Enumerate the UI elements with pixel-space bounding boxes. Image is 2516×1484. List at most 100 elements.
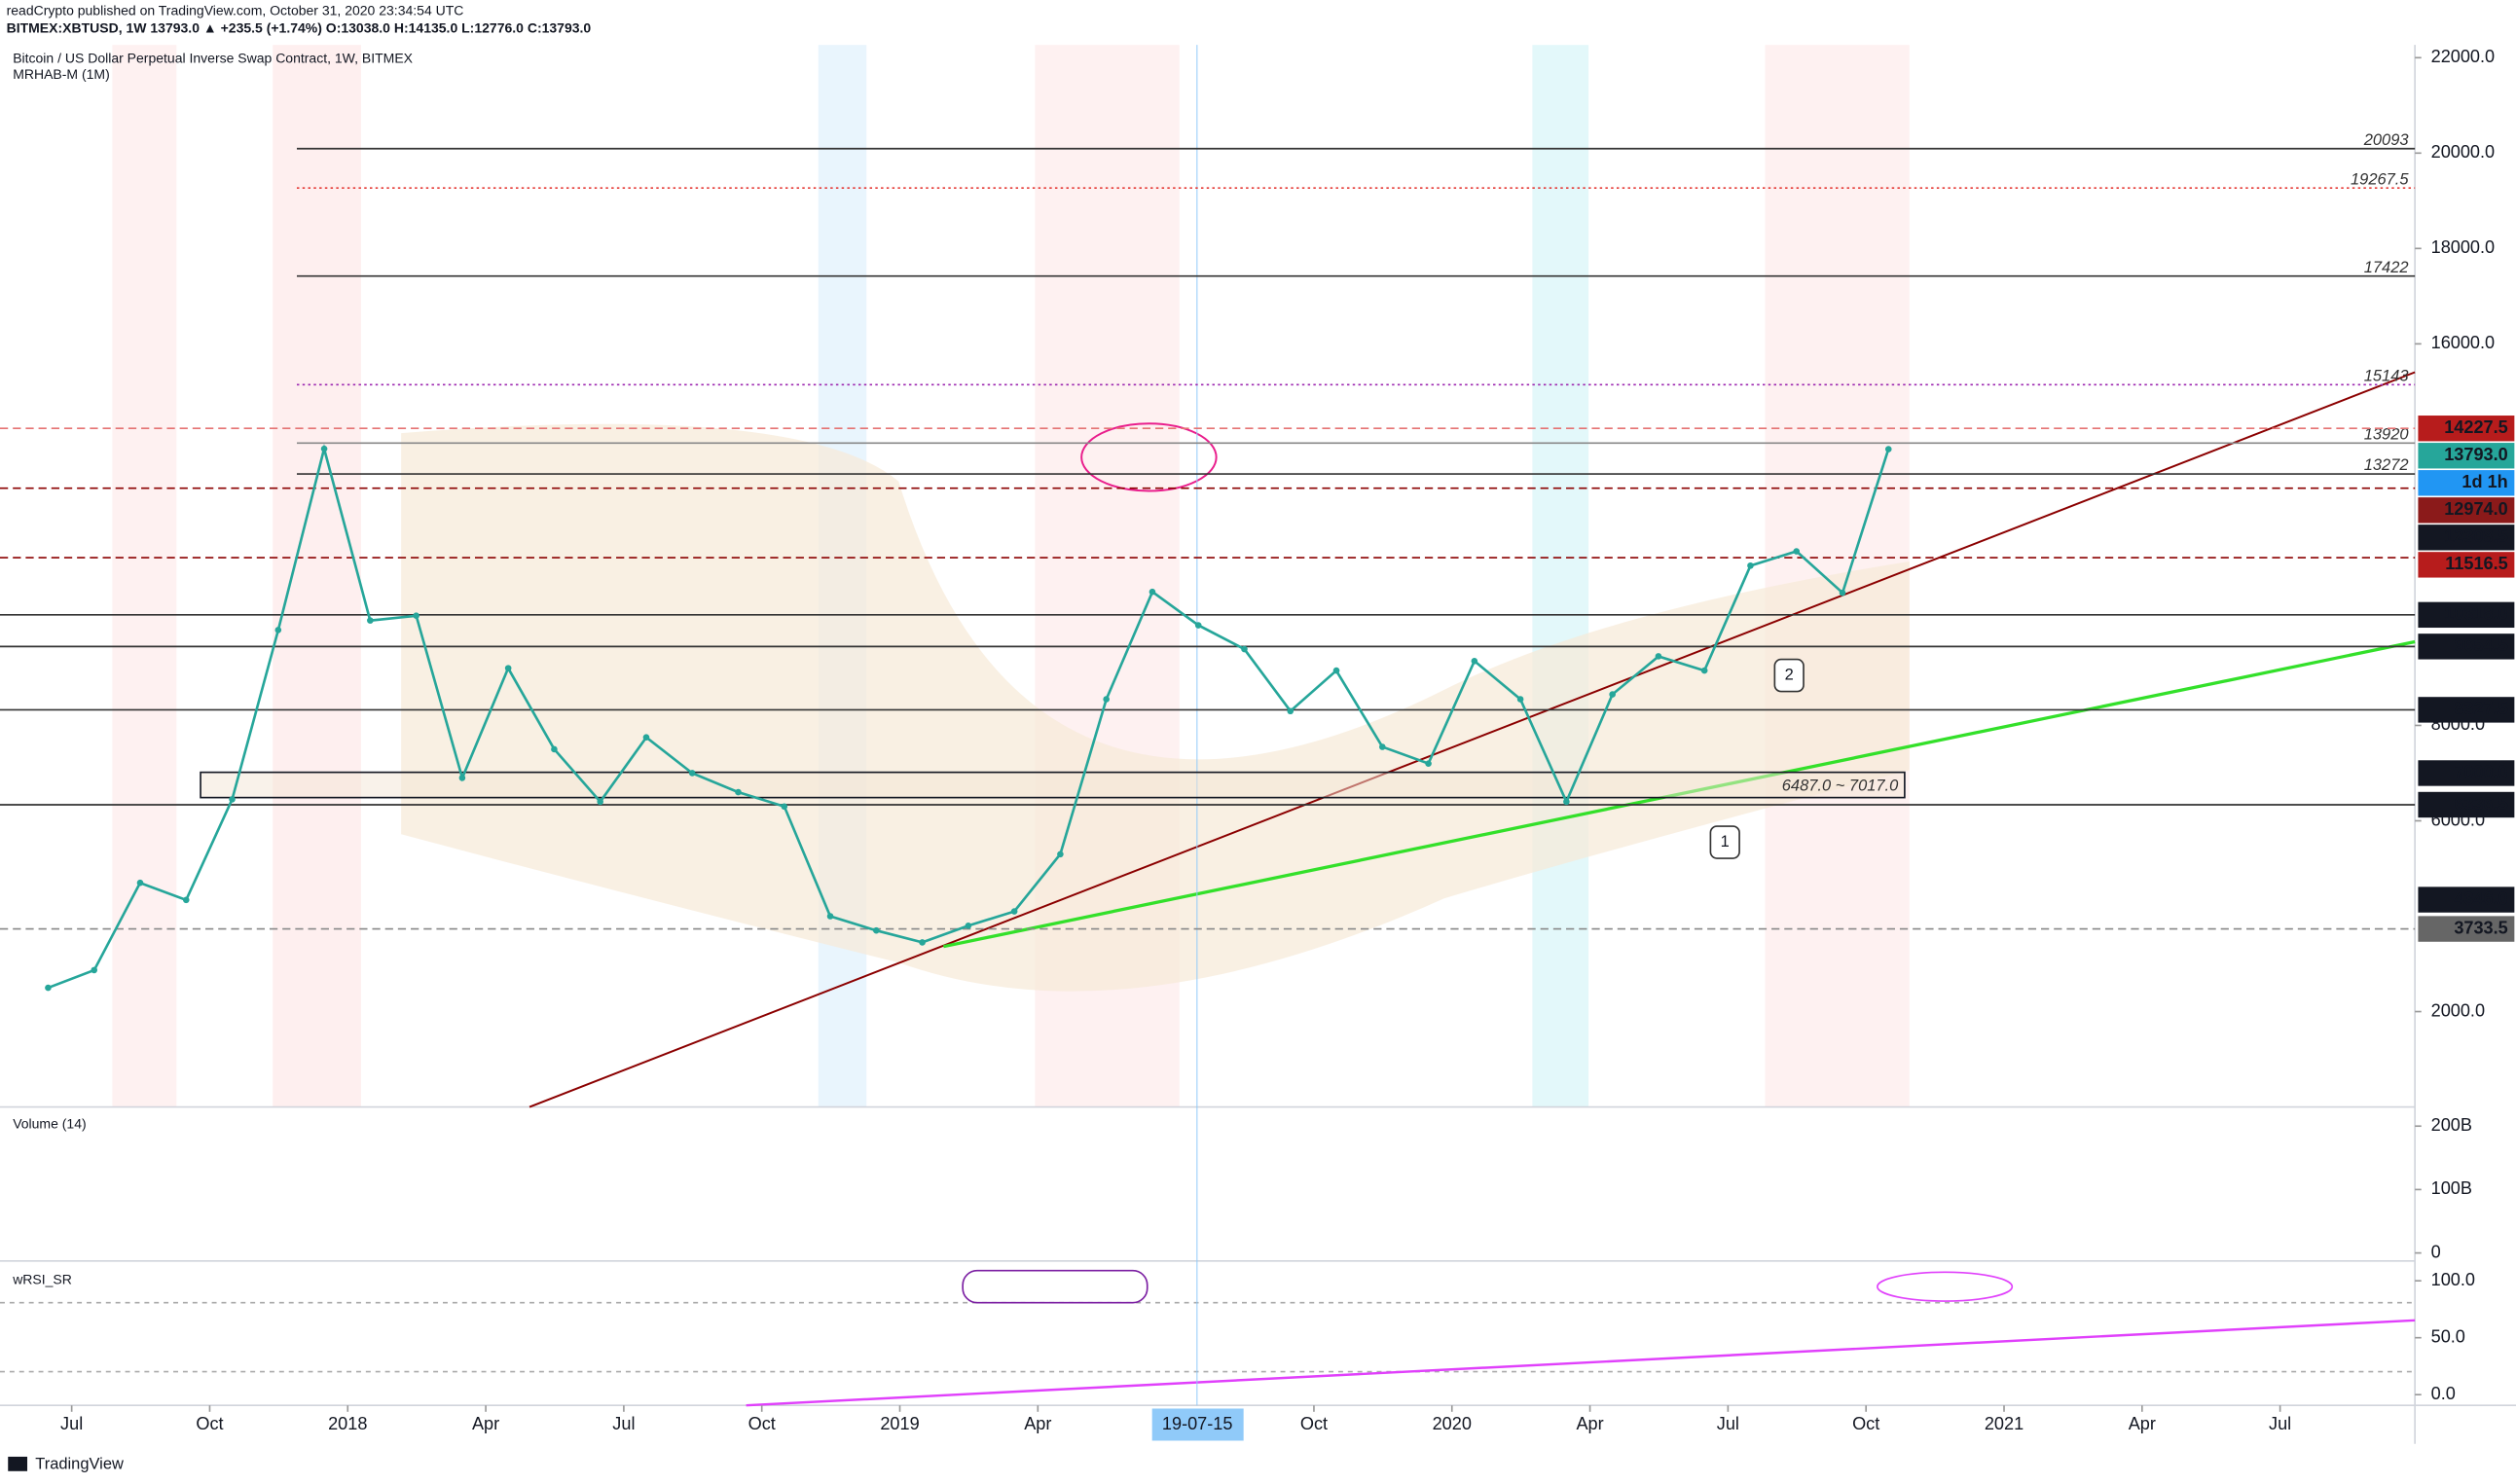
price-point	[1516, 696, 1524, 703]
level-label: 20093	[2363, 131, 2410, 149]
price-badge-label: 7000.0	[2454, 762, 2507, 781]
price-badge-label: 4346.0	[2454, 888, 2507, 908]
price-point	[781, 803, 788, 811]
pane-tick-label: 100B	[2431, 1178, 2472, 1198]
x-tick-label: Oct	[196, 1414, 223, 1433]
price-badge	[2418, 760, 2515, 786]
price-badge	[2418, 697, 2515, 723]
price-badge	[2418, 552, 2515, 578]
annotation-box	[1773, 658, 1805, 693]
price-point	[642, 734, 650, 742]
price-point	[1194, 622, 1202, 629]
price-point	[1287, 707, 1294, 715]
y-tick-label: 20000.0	[2431, 142, 2496, 162]
x-tick-label: Oct	[748, 1414, 776, 1433]
price-point	[1149, 588, 1156, 596]
price-badge-label: 6336.5	[2454, 794, 2507, 814]
highlight-circle	[1080, 422, 1218, 492]
x-tick-label: 2019	[880, 1414, 919, 1433]
price-point	[826, 913, 834, 920]
price-point	[965, 923, 972, 929]
price-badge	[2418, 525, 2515, 551]
rsi-highlight	[962, 1269, 1149, 1304]
price-point	[504, 665, 512, 671]
x-tick-label: Jul	[1717, 1414, 1739, 1433]
pane-tick-label: 50.0	[2431, 1326, 2465, 1346]
price-point	[1700, 667, 1708, 674]
x-tick-label: 2021	[1985, 1414, 2024, 1433]
price-point	[1609, 691, 1616, 698]
y-tick-label: 22000.0	[2431, 47, 2496, 66]
price-badge	[2418, 443, 2515, 469]
level-label: 13920	[2364, 425, 2410, 443]
rsi-title: wRSI_SR	[12, 1271, 72, 1286]
x-tick-label: Oct	[1300, 1414, 1328, 1433]
price-point	[1884, 446, 1892, 452]
price-point	[1471, 657, 1478, 665]
price-badge	[2418, 791, 2515, 818]
crosshair-label: 19-07-15	[1162, 1414, 1233, 1433]
x-tick-label: Jul	[60, 1414, 83, 1433]
price-badge-label: 8327.5	[2454, 699, 2507, 718]
level-label: 13272	[2364, 456, 2409, 474]
annotation: 1	[1721, 833, 1730, 851]
price-point	[413, 612, 419, 620]
x-tick-label: Jul	[2269, 1414, 2291, 1433]
price-badge-label: 11516.5	[2445, 554, 2508, 573]
price-point	[551, 745, 558, 753]
rsi-highlight	[1877, 1271, 2014, 1302]
price-badge-label: 12308.5	[2444, 526, 2508, 546]
price-badge-label: 13793.0	[2444, 445, 2508, 464]
price-point	[688, 770, 696, 777]
price-point	[873, 926, 880, 934]
symbol-line: BITMEX:XBTUSD, 1W 13793.0 ▲ +235.5 (+1.7…	[7, 19, 592, 35]
annotation-box	[1709, 825, 1740, 859]
decor	[0, 45, 2516, 1444]
y-tick-label: 18000.0	[2431, 237, 2496, 257]
price-point	[458, 775, 466, 781]
footer-logo: TradingView	[35, 1456, 124, 1473]
price-badge	[2418, 887, 2515, 913]
price-point	[182, 896, 190, 904]
price-badge	[2418, 916, 2515, 942]
price-badge	[2418, 633, 2515, 660]
price-badge-label: 14227.5	[2444, 417, 2508, 437]
x-tick-label: Apr	[2129, 1414, 2156, 1433]
price-point	[1563, 798, 1570, 806]
price-point	[1332, 667, 1340, 674]
crosshair-bg	[1151, 1408, 1244, 1441]
x-tick-label: Oct	[1852, 1414, 1879, 1433]
price-point	[1057, 851, 1064, 858]
price-point	[1793, 548, 1801, 555]
price-point	[1425, 760, 1432, 767]
price-point	[136, 879, 144, 887]
publisher: readCrypto published on TradingView.com,…	[7, 2, 464, 18]
volume-title: Volume (14)	[13, 1115, 86, 1131]
bg-stripe	[273, 45, 361, 1107]
level-label: 15143	[2364, 367, 2410, 384]
price-point	[919, 939, 926, 946]
x-tick-label: Apr	[472, 1414, 499, 1433]
x-tick-label: 2020	[1433, 1414, 1472, 1433]
price-point	[367, 617, 374, 624]
chart-title: Bitcoin / US Dollar Perpetual Inverse Sw…	[13, 51, 413, 66]
level-label: 17422	[2364, 259, 2409, 276]
price-point	[597, 798, 603, 806]
price-badge-label: 3733.5	[2454, 918, 2507, 937]
price-badge-label: 10318.0	[2444, 604, 2508, 624]
price-point	[1379, 743, 1386, 750]
pane-tick-label: 0.0	[2431, 1384, 2456, 1403]
y-tick-label: 2000.0	[2431, 1000, 2485, 1020]
price-badge	[2418, 497, 2515, 524]
price-point	[1103, 696, 1110, 703]
price-point	[45, 984, 52, 992]
logo-icon	[8, 1456, 28, 1471]
annotation: 2	[1785, 666, 1794, 683]
pane-tick-label: 200B	[2431, 1115, 2472, 1135]
x-tick-label: 2018	[328, 1414, 367, 1433]
pane-tick-label: 0	[2431, 1242, 2441, 1261]
price-badge	[2418, 416, 2515, 442]
price-point	[91, 966, 98, 974]
price-point	[1747, 561, 1754, 569]
